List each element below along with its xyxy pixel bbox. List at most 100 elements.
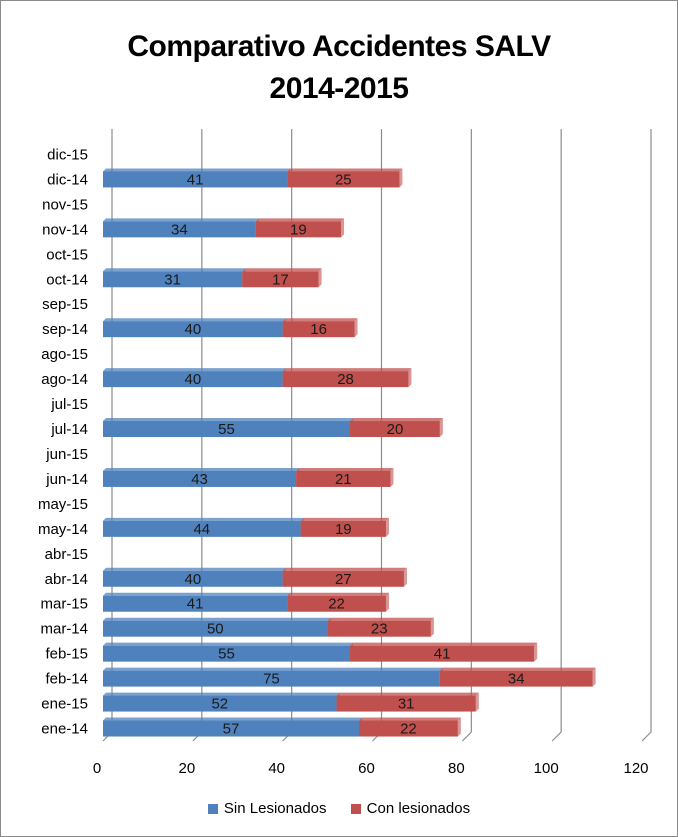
x-tick-label-40: 40: [268, 760, 285, 777]
y-tick-label-jun-15: jun-15: [45, 446, 88, 463]
y-tick-label-ago-14: ago-14: [41, 371, 88, 388]
data-label-sin-lesionados-jul-14: 55: [218, 421, 235, 438]
y-tick-label-abr-14: abr-14: [45, 571, 88, 588]
data-label-con-lesionados-abr-14: 27: [335, 571, 352, 588]
gridline-80: [461, 129, 472, 742]
bar-sin-lesionados-mar-15[interactable]: [103, 592, 291, 612]
data-label-sin-lesionados-ene-14: 57: [223, 721, 240, 738]
data-label-con-lesionados-dic-14: 25: [335, 171, 352, 188]
data-label-sin-lesionados-mar-14: 50: [207, 621, 224, 638]
bar-con-lesionados-sep-14[interactable]: [282, 318, 358, 338]
legend-item-sin-lesionados[interactable]: Sin Lesionados: [207, 800, 327, 817]
legend: Sin Lesionados Con lesionados: [0, 800, 678, 818]
bars-layer: [103, 168, 596, 737]
y-tick-label-nov-14: nov-14: [42, 221, 88, 238]
chart-title-line-1: Comparativo Accidentes SALV: [127, 30, 551, 63]
data-label-con-lesionados-nov-14: 19: [290, 221, 307, 238]
data-label-sin-lesionados-ago-14: 40: [184, 371, 201, 388]
bar-con-lesionados-jun-14[interactable]: [296, 467, 394, 487]
x-tick-label-60: 60: [358, 760, 375, 777]
y-tick-label-jun-14: jun-14: [45, 471, 88, 488]
data-label-sin-lesionados-feb-14: 75: [263, 671, 280, 688]
y-tick-label-feb-15: feb-15: [45, 646, 88, 663]
bar-sin-lesionados-ene-15[interactable]: [103, 692, 340, 712]
gridline-100: [551, 129, 562, 742]
bar-con-lesionados-feb-14[interactable]: [439, 667, 596, 687]
y-tick-label-mar-14: mar-14: [40, 621, 88, 638]
axis-layer: ene-14 ene-15 feb-14 feb-15 mar-14 mar-15 abr-…: [38, 146, 649, 777]
data-label-sin-lesionados-nov-14: 34: [171, 221, 188, 238]
bar-con-lesionados-jul-14[interactable]: [350, 418, 443, 438]
y-tick-label-feb-14: feb-14: [45, 671, 88, 688]
data-label-con-lesionados-feb-15: 41: [434, 646, 451, 663]
y-tick-label-nov-15: nov-15: [42, 196, 88, 213]
data-label-con-lesionados-mar-14: 23: [371, 621, 388, 638]
data-label-sin-lesionados-oct-14: 31: [164, 271, 181, 288]
bar-con-lesionados-ene-14[interactable]: [359, 717, 461, 737]
bar-con-lesionados-mar-14[interactable]: [327, 617, 434, 637]
data-label-con-lesionados-may-14: 19: [335, 521, 352, 538]
y-tick-label-ene-15: ene-15: [41, 696, 88, 713]
data-label-con-lesionados-oct-14: 17: [272, 271, 289, 288]
bar-con-lesionados-dic-14[interactable]: [287, 168, 403, 188]
bar-con-lesionados-nov-14[interactable]: [255, 218, 345, 238]
data-label-con-lesionados-sep-14: 16: [310, 321, 327, 338]
x-tick-label-120: 120: [623, 760, 648, 777]
y-tick-label-dic-14: dic-14: [47, 171, 88, 188]
legend-label-sin-lesionados: Sin Lesionados: [223, 800, 327, 817]
bar-sin-lesionados-ago-14[interactable]: [103, 368, 286, 388]
legend-swatch-sin-lesionados: [207, 803, 218, 814]
data-label-con-lesionados-mar-15: 22: [328, 596, 345, 613]
x-tick-label-0: 0: [93, 760, 101, 777]
x-tick-label-20: 20: [178, 760, 195, 777]
bar-sin-lesionados-nov-14[interactable]: [103, 218, 259, 238]
legend-swatch-con-lesionados: [350, 803, 361, 814]
bar-con-lesionados-feb-15[interactable]: [350, 642, 538, 662]
bar-con-lesionados-mar-15[interactable]: [287, 592, 389, 612]
bar-con-lesionados-abr-14[interactable]: [282, 567, 407, 587]
data-label-sin-lesionados-ene-15: 52: [211, 696, 228, 713]
y-tick-label-oct-14: oct-14: [46, 271, 88, 288]
data-label-sin-lesionados-sep-14: 40: [184, 321, 201, 338]
data-label-sin-lesionados-may-14: 44: [193, 521, 210, 538]
bar-sin-lesionados-feb-14[interactable]: [103, 667, 443, 687]
data-label-con-lesionados-feb-14: 34: [508, 671, 525, 688]
data-label-sin-lesionados-dic-14: 41: [187, 171, 204, 188]
bar-sin-lesionados-jul-14[interactable]: [103, 418, 354, 438]
data-label-sin-lesionados-mar-15: 41: [187, 596, 204, 613]
bar-sin-lesionados-mar-14[interactable]: [103, 617, 331, 637]
bar-con-lesionados-ene-15[interactable]: [336, 692, 479, 712]
bar-con-lesionados-ago-14[interactable]: [282, 368, 412, 388]
x-tick-label-100: 100: [534, 760, 559, 777]
data-label-con-lesionados-ene-15: 31: [398, 696, 415, 713]
y-tick-label-sep-15: sep-15: [42, 296, 88, 313]
data-label-con-lesionados-jul-14: 20: [387, 421, 404, 438]
y-tick-label-dic-15: dic-15: [47, 146, 88, 163]
chart-title: Comparativo Accidentes SALV 2014-2015: [0, 26, 678, 110]
y-tick-label-may-15: may-15: [38, 496, 88, 513]
y-tick-label-jul-15: jul-15: [50, 396, 88, 413]
bar-sin-lesionados-feb-15[interactable]: [103, 642, 354, 662]
legend-label-con-lesionados: Con lesionados: [366, 800, 471, 817]
bar-sin-lesionados-abr-14[interactable]: [103, 567, 286, 587]
chart-title-line-2: 2014-2015: [269, 72, 409, 105]
y-tick-label-jul-14: jul-14: [50, 421, 88, 438]
y-tick-label-ene-14: ene-14: [41, 721, 88, 738]
y-tick-label-may-14: may-14: [38, 521, 88, 538]
bar-con-lesionados-may-14[interactable]: [300, 517, 389, 537]
y-tick-label-ago-15: ago-15: [41, 346, 88, 363]
data-label-con-lesionados-ene-14: 22: [400, 721, 417, 738]
y-tick-label-sep-14: sep-14: [42, 321, 88, 338]
data-label-sin-lesionados-jun-14: 43: [191, 471, 208, 488]
data-label-con-lesionados-ago-14: 28: [337, 371, 354, 388]
legend-item-con-lesionados[interactable]: Con lesionados: [350, 800, 471, 817]
gridline-120: [641, 129, 652, 742]
data-label-sin-lesionados-feb-15: 55: [218, 646, 235, 663]
y-tick-label-mar-15: mar-15: [40, 596, 88, 613]
bar-con-lesionados-oct-14[interactable]: [242, 268, 322, 288]
data-label-sin-lesionados-abr-14: 40: [184, 571, 201, 588]
bar-sin-lesionados-jun-14[interactable]: [103, 467, 300, 487]
y-tick-label-oct-15: oct-15: [46, 246, 88, 263]
